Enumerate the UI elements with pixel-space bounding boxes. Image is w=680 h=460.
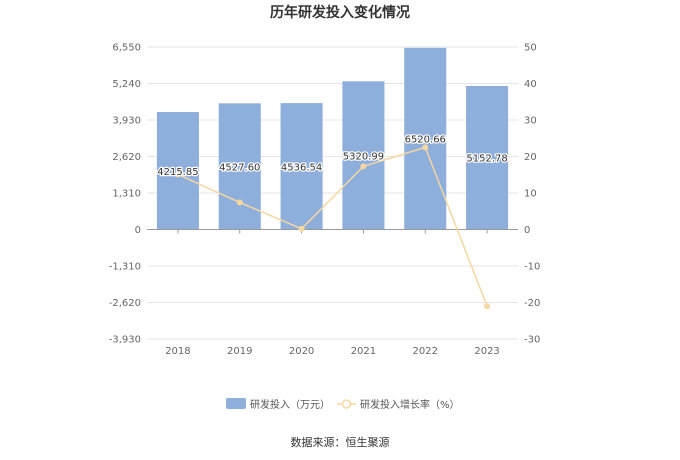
legend: 研发投入（万元） 研发投入增长率（%）: [226, 398, 460, 411]
bar-data-label: 5320.99: [343, 151, 384, 162]
bar-data-label: 4215.85: [157, 167, 198, 178]
bar-data-label: 4536.54: [281, 162, 322, 173]
y-right-tick-label: 30: [524, 116, 537, 127]
legend-swatch-line-marker[interactable]: [341, 399, 352, 409]
bar-data-label: 5152.78: [466, 154, 507, 165]
bar: [342, 81, 385, 230]
growth-line-series: [174, 144, 491, 310]
legend-swatch-bar[interactable]: [226, 398, 246, 409]
x-tick-label: 2018: [165, 346, 190, 357]
growth-point: [236, 199, 243, 206]
source-note: 数据来源：恒生聚源: [291, 435, 390, 449]
y-left-tick-label: 0: [135, 225, 141, 236]
y-left-tick-label: -3,930: [109, 335, 141, 346]
y-left-tick-label: 5,240: [112, 79, 141, 90]
bar: [156, 112, 199, 230]
x-tick-label: 2022: [413, 346, 438, 357]
growth-line: [177, 146, 488, 307]
y-left-tick-label: -1,310: [109, 262, 141, 273]
y-left-tick-label: -2,620: [109, 298, 141, 309]
y-right-tick-label: 0: [524, 225, 530, 236]
y-left-tick-label: 1,310: [112, 189, 141, 200]
chart-title: 历年研发投入变化情况: [270, 4, 410, 21]
growth-point: [298, 225, 305, 232]
growth-point: [174, 171, 181, 178]
bar-series: [156, 47, 509, 230]
bar-data-label: 6520.66: [405, 135, 446, 146]
axes: 6,550 5,240 3,930 2,620 1,310 0 -1,310 -2,620 -3…: [109, 43, 541, 358]
growth-point: [422, 144, 429, 151]
y-left-tick-label: 3,930: [112, 116, 141, 127]
bar: [404, 47, 447, 230]
legend-label-line[interactable]: 研发投入增长率（%）: [360, 398, 460, 411]
growth-point: [360, 163, 367, 170]
y-right-tick-label: -30: [524, 335, 540, 346]
y-right-tick-label: -10: [524, 262, 540, 273]
x-tick-label: 2021: [351, 346, 376, 357]
bar-data-label: 4527.60: [219, 162, 260, 173]
x-tick-label: 2020: [289, 346, 314, 357]
x-tick-label: 2019: [227, 346, 252, 357]
y-left-tick-label: 6,550: [112, 43, 141, 54]
y-right-tick-label: -20: [524, 298, 540, 309]
y-right-tick-label: 40: [524, 79, 537, 90]
y-right-tick-label: 10: [524, 189, 537, 200]
y-right-tick-label: 50: [524, 43, 537, 54]
growth-point: [484, 303, 491, 310]
bar: [280, 103, 323, 230]
y-right-tick-label: 20: [524, 152, 537, 163]
y-left-tick-label: 2,620: [112, 152, 141, 163]
x-tick-label: 2023: [474, 346, 499, 357]
data-labels: 4215.85 4527.60 4536.54 5320.99 6520.66 5152.…: [156, 133, 509, 179]
legend-label-bar[interactable]: 研发投入（万元）: [250, 398, 330, 411]
bar: [466, 85, 509, 230]
gridlines: [147, 46, 518, 340]
